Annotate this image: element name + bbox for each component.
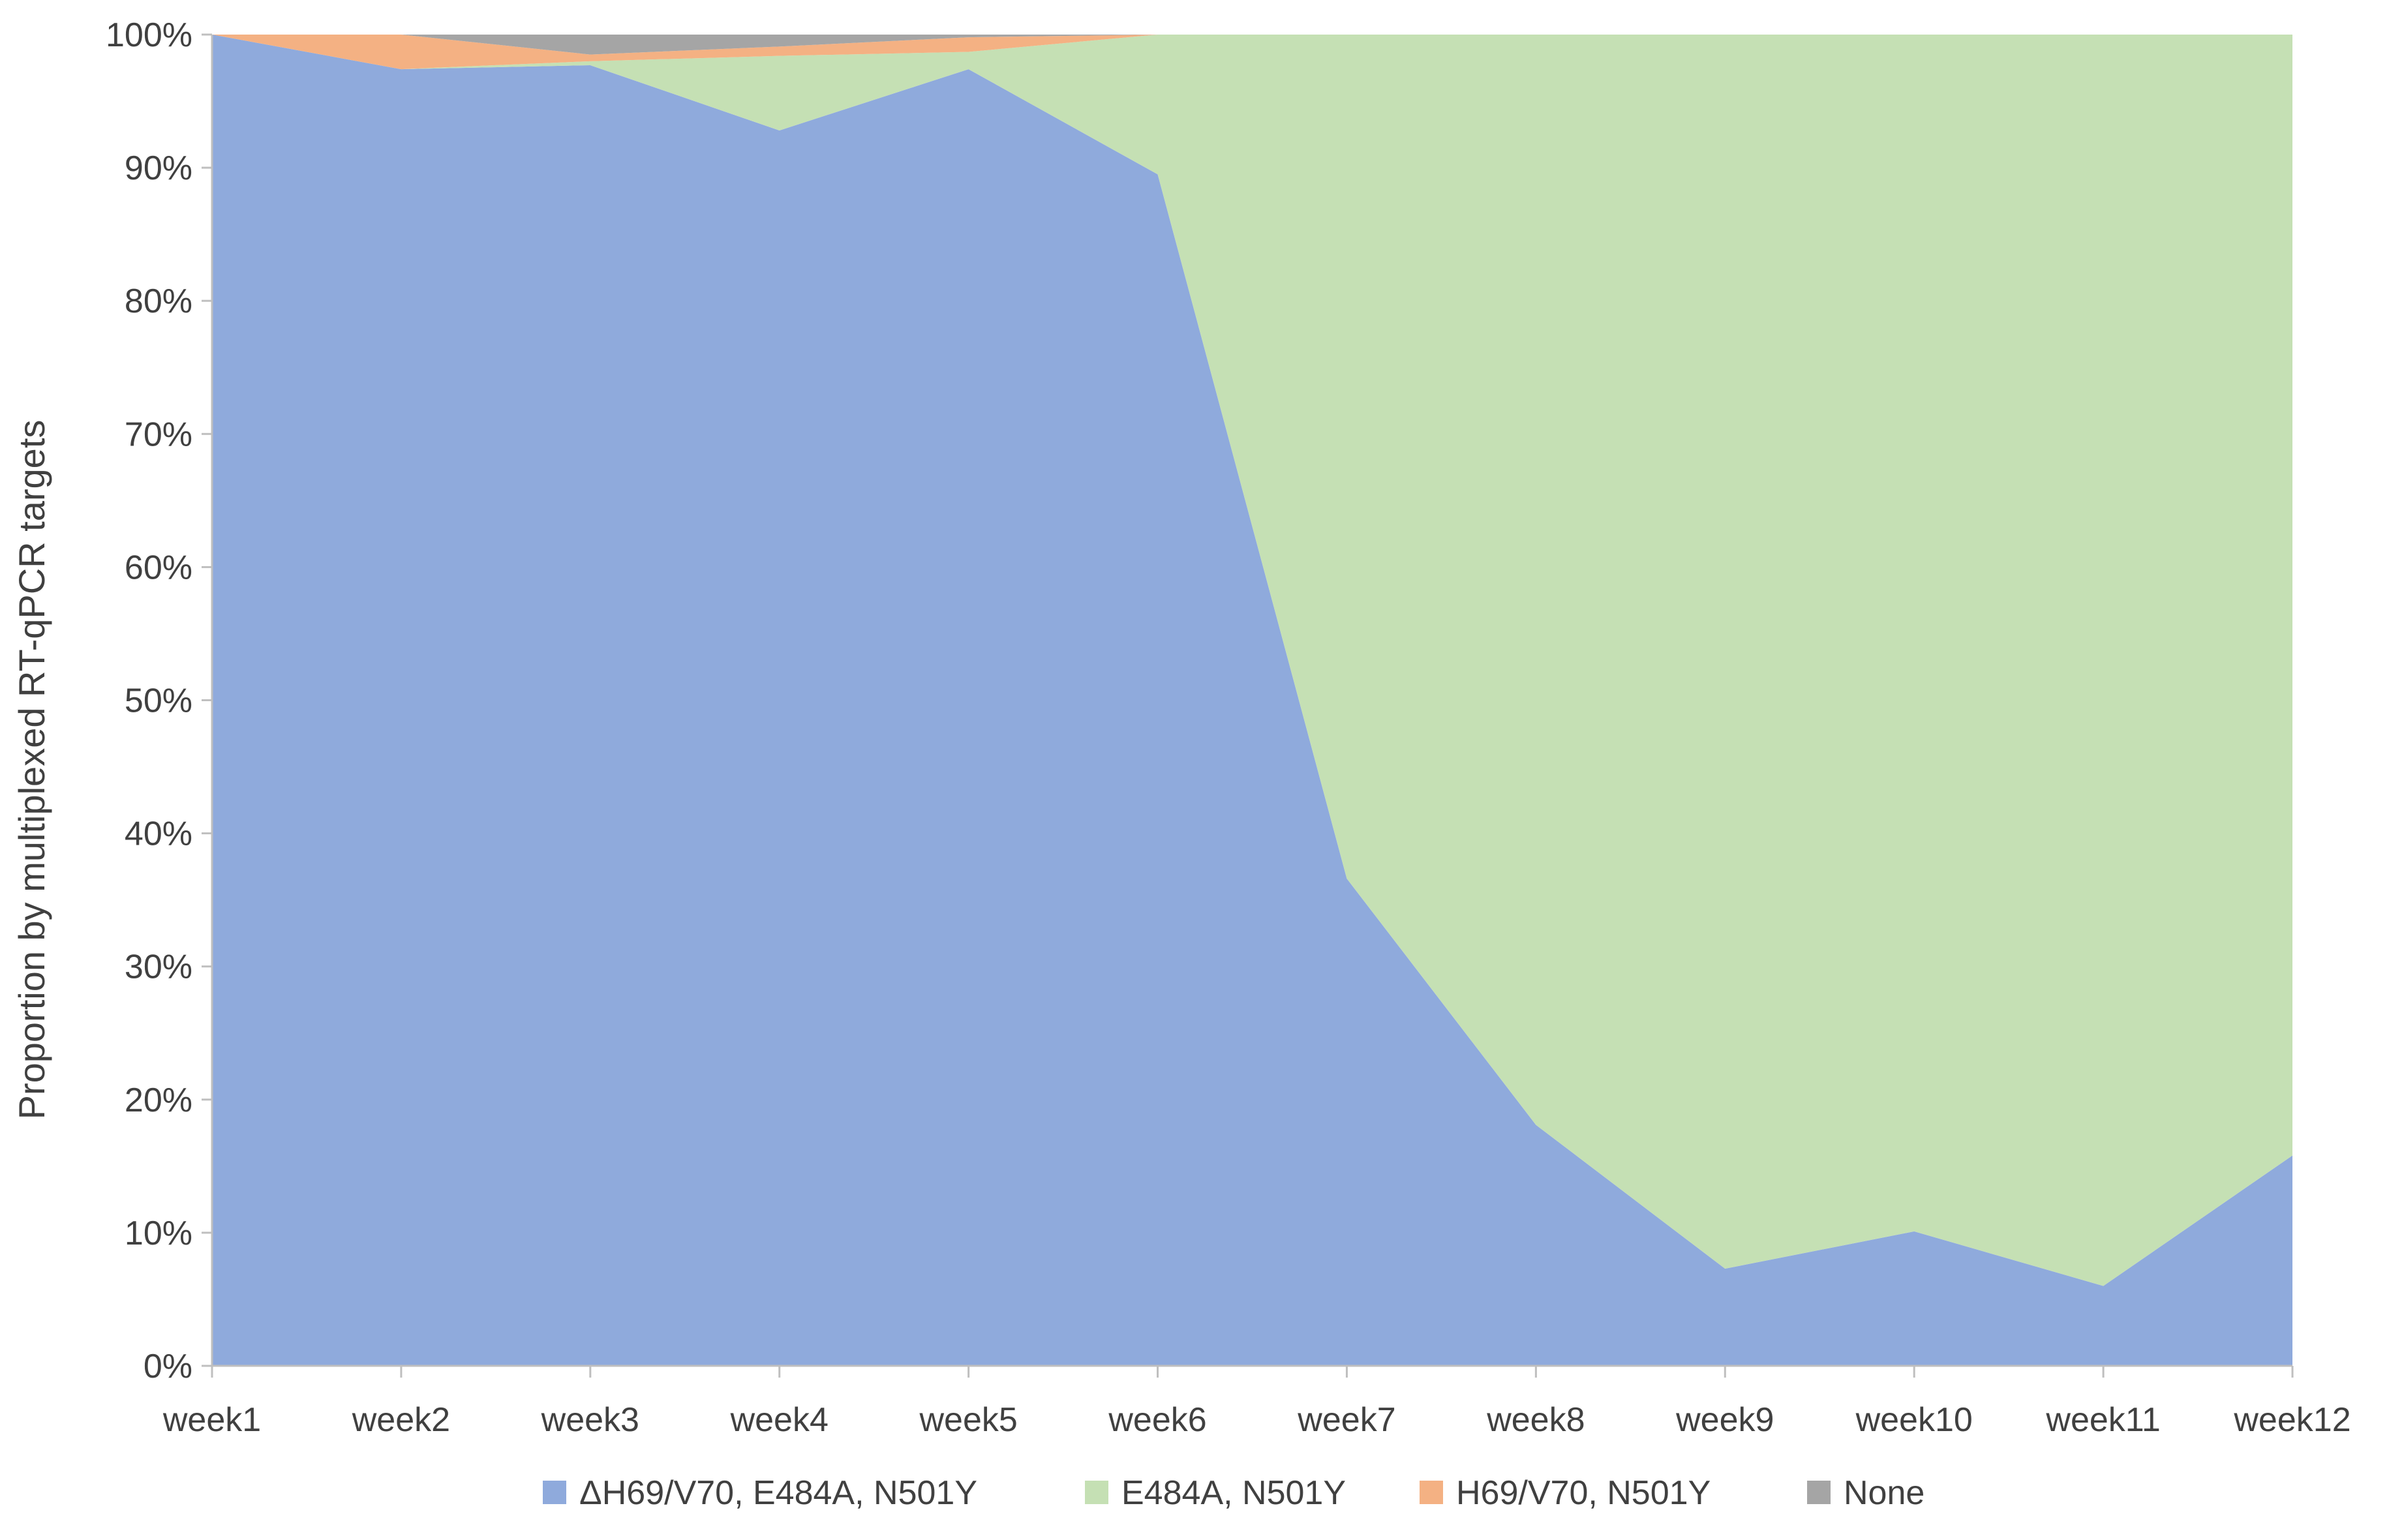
area-series-3 [212, 35, 2292, 70]
legend-swatch-3 [1420, 1481, 1443, 1504]
y-tick-label: 70% [125, 415, 192, 453]
x-tick-label: week9 [1675, 1401, 1774, 1439]
legend-label-1: ΔH69/V70, E484A, N501Y [579, 1474, 977, 1512]
legend-label-2: E484A, N501Y [1121, 1474, 1346, 1512]
x-tick-label: week2 [352, 1401, 450, 1439]
area-series-2 [212, 35, 2292, 1286]
y-tick-label: 30% [125, 948, 192, 986]
legend-label-3: H69/V70, N501Y [1456, 1474, 1711, 1512]
area-series-4 [212, 35, 2292, 55]
area-series-1 [212, 35, 2292, 1366]
x-tick-label: week10 [1855, 1401, 1973, 1439]
x-tick-label: week1 [162, 1401, 261, 1439]
x-tick-label: week8 [1486, 1401, 1585, 1439]
legend: ΔH69/V70, E484A, N501Y E484A, N501Y H69/V7… [543, 1474, 1925, 1512]
x-tick-label: week4 [730, 1401, 829, 1439]
x-tick-label: week3 [541, 1401, 639, 1439]
y-tick-label: 10% [125, 1215, 192, 1252]
y-tick-label: 80% [125, 282, 192, 320]
y-tick-label: 40% [125, 815, 192, 853]
plot-areas [212, 35, 2292, 1366]
y-tick-label: 0% [144, 1348, 192, 1385]
y-axis-ticks: 0% 10% 20% 30% 40% 50% 60% 70% 80% 90% 100% [106, 16, 212, 1385]
x-tick-label: week7 [1297, 1401, 1395, 1439]
x-axis-ticks: week1 week2 week3 week4 week5 week6 week7 week8… [162, 1366, 2351, 1439]
y-tick-label: 100% [106, 16, 192, 54]
legend-swatch-4 [1807, 1481, 1831, 1504]
legend-swatch-2 [1085, 1481, 1108, 1504]
y-tick-label: 50% [125, 682, 192, 720]
y-tick-label: 20% [125, 1081, 192, 1119]
x-tick-label: week6 [1108, 1401, 1206, 1439]
x-tick-label: week5 [919, 1401, 1017, 1439]
y-tick-label: 90% [125, 149, 192, 187]
legend-swatch-1 [543, 1481, 566, 1504]
x-tick-label: week12 [2233, 1401, 2351, 1439]
y-axis-title: Proportion by multiplexed RT-qPCR target… [11, 420, 52, 1120]
legend-label-4: None [1844, 1474, 1925, 1512]
y-tick-label: 60% [125, 549, 192, 586]
x-tick-label: week11 [2045, 1401, 2160, 1439]
